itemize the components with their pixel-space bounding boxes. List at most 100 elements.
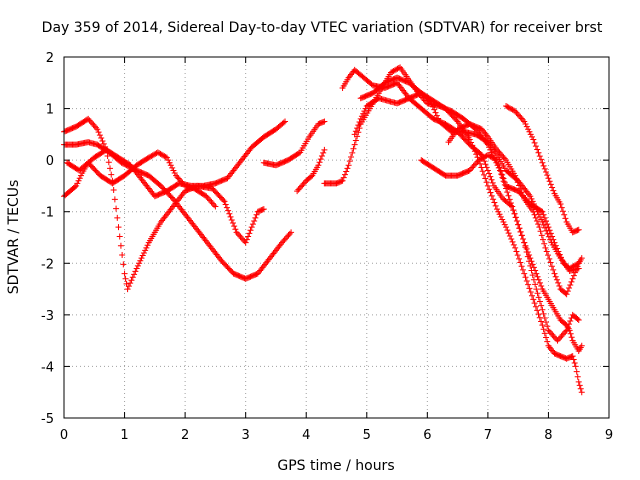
data-point: [320, 149, 327, 156]
x-tick-label: 7: [484, 428, 492, 443]
data-point: [543, 319, 550, 326]
data-point: [227, 213, 234, 220]
data-point: [571, 262, 578, 269]
data-point: [561, 211, 568, 218]
data-point: [567, 330, 574, 337]
series-track-12: [445, 121, 582, 298]
data-point: [344, 165, 351, 172]
data-point: [486, 152, 493, 159]
data-point: [286, 230, 293, 237]
data-point: [538, 207, 545, 214]
data-point: [134, 262, 141, 269]
data-point: [530, 296, 537, 303]
data-point: [500, 154, 507, 161]
data-point: [321, 146, 328, 153]
data-point: [514, 179, 521, 186]
data-point: [223, 204, 230, 211]
data-point: [547, 259, 554, 266]
data-point: [247, 227, 254, 234]
data-point: [427, 97, 434, 104]
data-point: [471, 161, 478, 168]
data-point: [417, 90, 424, 97]
data-point: [390, 67, 397, 74]
series-track-7: [321, 64, 582, 344]
data-point: [211, 202, 218, 209]
data-point: [89, 120, 96, 127]
data-point: [169, 164, 176, 171]
data-point: [361, 108, 368, 115]
x-tick-label: 5: [363, 428, 371, 443]
data-point: [165, 157, 172, 164]
data-point: [350, 145, 357, 152]
data-point: [561, 330, 568, 337]
y-tick-label: -1: [41, 206, 54, 221]
data-point: [429, 103, 436, 110]
data-point: [487, 173, 494, 180]
data-point: [501, 221, 508, 228]
data-point: [534, 273, 541, 280]
data-point: [308, 173, 315, 180]
x-tick-label: 8: [544, 428, 552, 443]
data-point: [431, 106, 438, 113]
data-point: [509, 106, 516, 113]
data-point: [246, 230, 253, 237]
data-point: [157, 150, 164, 157]
data-point: [110, 187, 117, 194]
data-point: [468, 139, 475, 146]
data-point: [499, 216, 506, 223]
data-point: [572, 269, 579, 276]
data-point: [506, 233, 513, 240]
data-point: [280, 119, 287, 126]
data-point: [279, 239, 285, 246]
y-tick-label: 0: [46, 154, 54, 169]
data-point: [500, 175, 507, 182]
data-point: [534, 290, 541, 297]
data-point: [75, 177, 82, 184]
data-point: [571, 359, 578, 366]
data-point: [91, 123, 98, 130]
data-point: [549, 331, 556, 338]
data-point: [338, 178, 345, 185]
series-track-11: [418, 151, 585, 272]
data-point: [547, 230, 554, 237]
data-point: [495, 148, 502, 155]
data-point: [94, 126, 101, 133]
data-point: [566, 265, 573, 272]
data-point: [573, 266, 580, 273]
data-point: [578, 342, 585, 349]
data-point: [484, 151, 491, 158]
data-point: [281, 236, 288, 243]
data-point: [131, 271, 138, 278]
data-point: [137, 257, 144, 264]
data-point: [346, 158, 353, 165]
data-point: [532, 303, 539, 310]
data-point: [541, 224, 548, 231]
data-point: [362, 105, 369, 112]
data-point: [567, 264, 574, 271]
data-point: [433, 112, 440, 119]
data-point: [469, 164, 476, 171]
data-point: [532, 214, 539, 221]
data-point: [229, 220, 236, 227]
data-point: [104, 153, 111, 160]
data-point: [540, 211, 547, 218]
data-point: [524, 248, 531, 255]
data-point: [483, 164, 490, 171]
data-point: [466, 136, 473, 143]
x-tick-label: 2: [181, 428, 189, 443]
data-point: [534, 307, 541, 314]
data-point: [389, 68, 396, 75]
data-point: [122, 275, 129, 282]
data-point: [559, 208, 566, 215]
data-point: [150, 151, 157, 158]
data-point: [569, 263, 576, 270]
data-point: [569, 353, 576, 360]
series-track-9: [357, 74, 585, 396]
data-point: [388, 69, 394, 76]
data-point: [513, 217, 520, 224]
data-point: [469, 142, 476, 149]
data-point: [530, 208, 537, 215]
data-point: [248, 224, 255, 231]
